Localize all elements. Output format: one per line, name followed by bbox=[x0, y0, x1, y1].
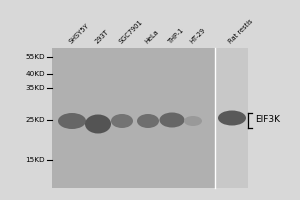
Text: SHSY5Y: SHSY5Y bbox=[68, 23, 90, 45]
Text: EIF3K: EIF3K bbox=[255, 116, 280, 124]
Text: 35KD: 35KD bbox=[26, 85, 45, 91]
Text: HT-29: HT-29 bbox=[189, 27, 206, 45]
Bar bbox=[52, 48, 248, 188]
Text: Rat restis: Rat restis bbox=[228, 18, 254, 45]
Ellipse shape bbox=[58, 113, 86, 129]
Text: 55KD: 55KD bbox=[26, 54, 45, 60]
Ellipse shape bbox=[111, 114, 133, 128]
Text: 15KD: 15KD bbox=[26, 157, 45, 163]
Text: 293T: 293T bbox=[94, 29, 110, 45]
Ellipse shape bbox=[184, 116, 202, 126]
Ellipse shape bbox=[160, 112, 184, 128]
Text: 25KD: 25KD bbox=[26, 117, 45, 123]
Ellipse shape bbox=[85, 114, 111, 134]
Ellipse shape bbox=[137, 114, 159, 128]
Bar bbox=[215, 48, 248, 188]
Text: HeLa: HeLa bbox=[144, 29, 160, 45]
Text: SGC7901: SGC7901 bbox=[118, 19, 144, 45]
Text: THP-1: THP-1 bbox=[168, 27, 186, 45]
Text: 40KD: 40KD bbox=[26, 71, 45, 77]
Ellipse shape bbox=[218, 110, 246, 126]
